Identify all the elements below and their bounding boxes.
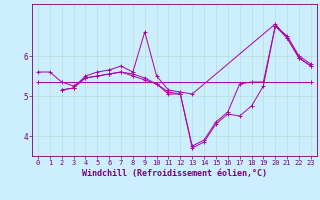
X-axis label: Windchill (Refroidissement éolien,°C): Windchill (Refroidissement éolien,°C): [82, 169, 267, 178]
